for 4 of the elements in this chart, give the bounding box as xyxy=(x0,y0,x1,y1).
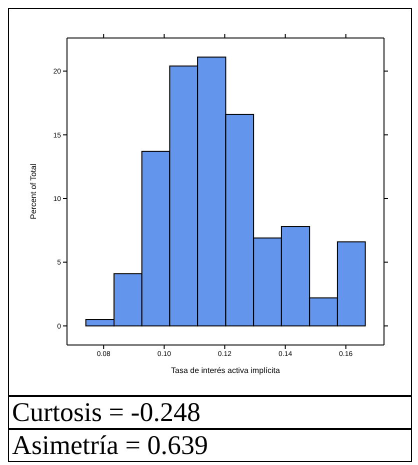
x-axis-title: Tasa de interés activa implícita xyxy=(171,366,281,375)
text: Curtosis = -0.248 xyxy=(9,395,411,428)
y-axis-title: Percent of Total xyxy=(28,164,38,220)
text: Asimetría = 0.639 xyxy=(9,428,411,461)
